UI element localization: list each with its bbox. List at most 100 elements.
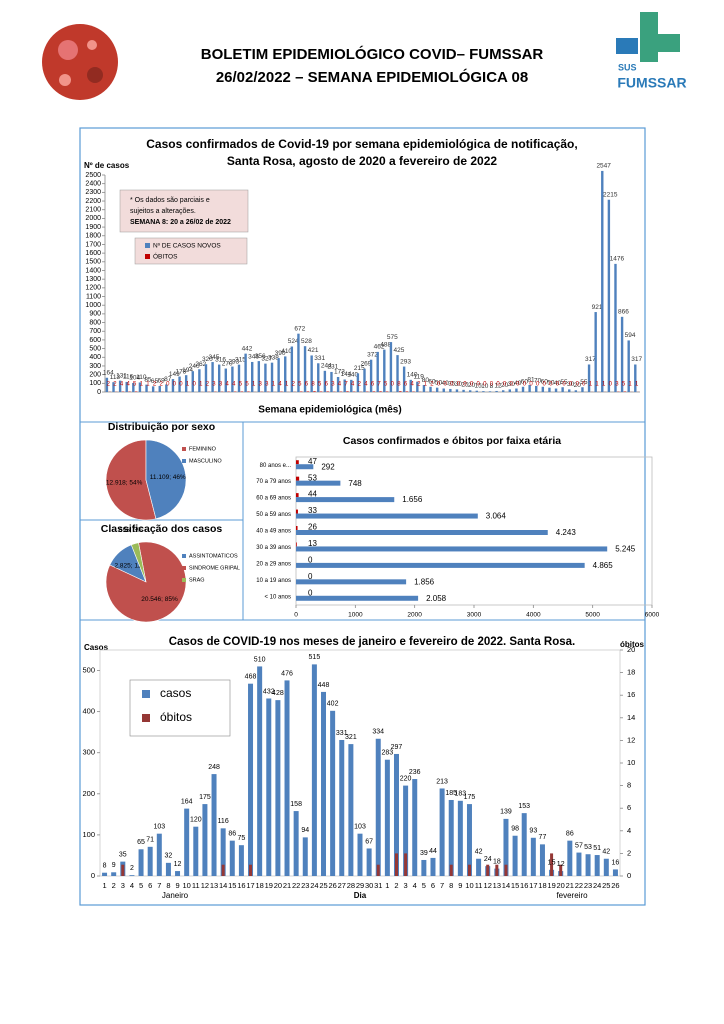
- slice-label: 20.546; 85%: [141, 596, 178, 603]
- month-label: Janeiro: [162, 891, 189, 900]
- case-bar: [521, 386, 525, 392]
- death-label: 3: [259, 382, 263, 388]
- x-tick-label: 4000: [526, 612, 541, 619]
- death-bar: [404, 853, 408, 876]
- y-tick-label: 0: [97, 389, 101, 396]
- death-label: 0: [490, 382, 494, 388]
- death-label: 0: [391, 382, 395, 388]
- value-label: 98: [511, 826, 519, 833]
- case-bar: [585, 854, 591, 876]
- value-label: 346: [248, 354, 259, 361]
- value-label: 158: [290, 801, 302, 808]
- value-label: 40: [442, 380, 450, 387]
- death-label: 0: [569, 382, 573, 388]
- case-bar: [462, 389, 465, 392]
- x-tick-label: 6000: [645, 612, 660, 619]
- case-bar: [296, 595, 419, 601]
- case-bar: [293, 811, 299, 876]
- value-label: 390: [275, 350, 286, 357]
- case-bar: [539, 844, 545, 876]
- note-text: sujeitos a alterações.: [130, 208, 196, 215]
- x-tick-label: 17: [529, 881, 537, 890]
- value-label: 672: [294, 325, 305, 332]
- death-bar: [296, 542, 297, 547]
- value-label: 153: [518, 803, 530, 810]
- death-label: 0: [503, 382, 507, 388]
- case-bar: [576, 852, 582, 876]
- value-label: 51: [593, 845, 601, 852]
- y-tick-label: 1400: [85, 267, 101, 274]
- x-tick-label: 1: [385, 881, 389, 890]
- death-label: 1: [252, 382, 256, 388]
- x-tick-label: 7: [440, 881, 444, 890]
- case-bar: [607, 199, 611, 392]
- death-label: 4: [410, 382, 414, 388]
- case-bar: [343, 379, 346, 392]
- y-tick-label: 10 a 19 anos: [256, 578, 291, 584]
- legend-label: Nº DE CASOS NOVOS: [153, 243, 221, 250]
- case-bar: [548, 387, 551, 392]
- death-label: 0: [179, 382, 183, 388]
- x-tick-label: 28: [347, 881, 355, 890]
- x-tick-label: 25: [319, 881, 327, 890]
- x-tick-label: 15: [228, 881, 236, 890]
- slice-label: 2.825; 12%: [114, 563, 147, 570]
- value-label: 372: [367, 351, 378, 358]
- x-tick-label: 18: [255, 881, 263, 890]
- x-tick-label: 0: [294, 612, 298, 619]
- x-tick-label: 21: [283, 881, 291, 890]
- value-label: 270: [222, 360, 233, 367]
- value-label: 164: [181, 798, 193, 805]
- y-tick-label: 600: [89, 337, 101, 344]
- case-bar: [330, 371, 333, 392]
- value-label: 69: [158, 378, 166, 385]
- value-label: 149: [169, 371, 180, 378]
- case-bar: [403, 785, 409, 876]
- case-bar: [296, 530, 548, 535]
- x-tick-label: 19: [547, 881, 555, 890]
- x-tick-label: 14: [219, 881, 227, 890]
- case-bar: [296, 480, 341, 486]
- value-label: 215: [354, 365, 365, 372]
- y-tick-label: 0: [91, 871, 95, 880]
- case-bar: [442, 388, 445, 392]
- case-bar: [439, 788, 445, 876]
- death-bar: [550, 853, 554, 876]
- death-bar: [504, 864, 508, 876]
- case-bar: [495, 390, 498, 392]
- legend-swatch: [145, 243, 150, 248]
- chart-title: Casos confirmados de Covid-19 por semana…: [146, 137, 577, 151]
- death-bar: [296, 460, 299, 465]
- death-label: 4: [278, 382, 282, 388]
- value-label: 103: [354, 824, 366, 831]
- case-bar: [393, 753, 399, 876]
- value-label: 81: [527, 377, 535, 384]
- death-bar: [405, 391, 409, 392]
- case-bar: [296, 546, 608, 552]
- value-label: 12: [557, 861, 565, 868]
- x-tick-label: 4: [130, 881, 134, 890]
- value-label: 144: [341, 371, 352, 378]
- legend-swatch: [142, 690, 150, 698]
- death-label: 2: [292, 382, 296, 388]
- value-label: 30: [455, 381, 463, 388]
- death-label: 3: [219, 382, 223, 388]
- case-bar: [466, 804, 472, 876]
- x-tick-label: 20: [557, 881, 565, 890]
- death-label: 0: [308, 588, 313, 597]
- death-label: 5: [298, 382, 302, 388]
- y-tick-label: 2300: [85, 189, 101, 196]
- death-bar: [449, 864, 453, 876]
- case-bar: [151, 386, 155, 392]
- value-label: 175: [464, 794, 476, 801]
- value-label: 262: [195, 361, 206, 368]
- case-bar: [321, 691, 327, 876]
- death-label: 0: [166, 382, 170, 388]
- value-label: 356: [255, 353, 266, 360]
- case-bar: [264, 363, 267, 392]
- death-label: 44: [308, 490, 317, 499]
- value-label: 748: [348, 479, 362, 488]
- y-tick-label: 70 a 79 anos: [256, 479, 291, 485]
- value-label: 103: [153, 824, 165, 831]
